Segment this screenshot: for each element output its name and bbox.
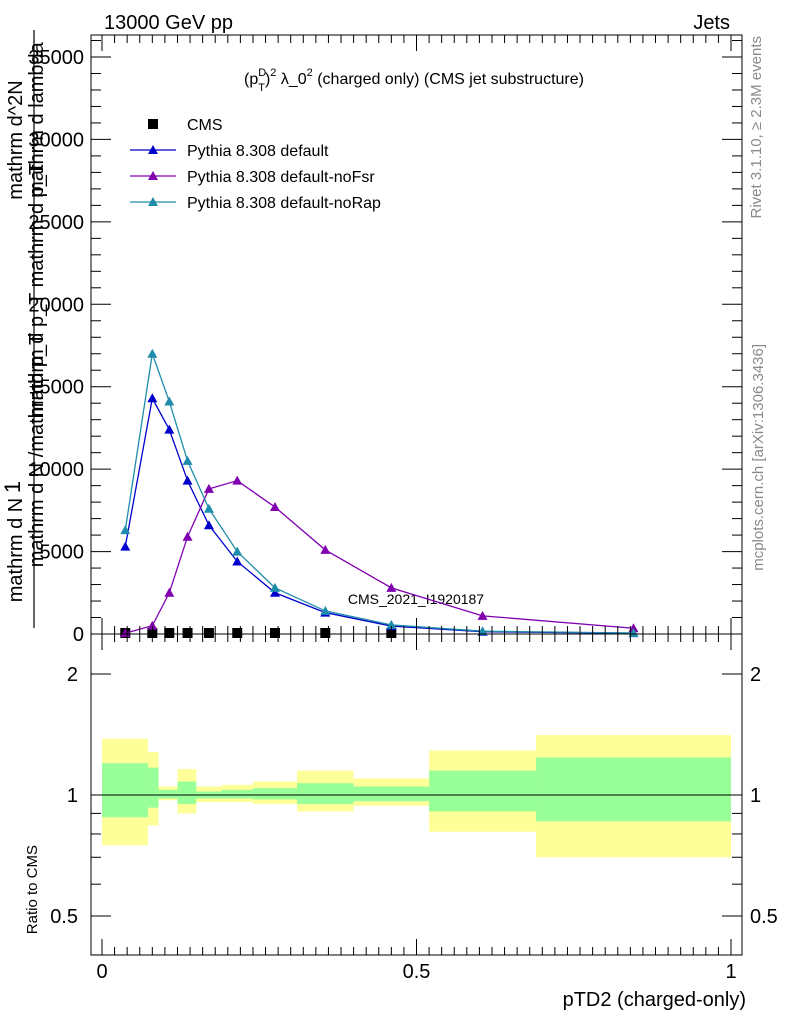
y-axis-label-part: mathrm d^2N [5, 80, 27, 199]
data-point-marker [120, 541, 131, 551]
legend-item: Pythia 8.308 default [130, 143, 329, 160]
ratio-inner-band [353, 786, 430, 802]
data-point-marker [320, 605, 331, 615]
main-y-tick-label: 5000 [40, 542, 85, 564]
data-point-marker [386, 619, 397, 629]
main-y-tick-label: 25000 [28, 212, 84, 234]
main-plot-panel: CMS_2021_I1920187 0 5000 10000 15000 20000 25… [0, 30, 743, 646]
ratio-y-tick-label: 1 [67, 785, 78, 807]
data-point-marker [320, 544, 331, 554]
x-tick-label: 0 [96, 961, 107, 983]
data-point-marker [182, 455, 193, 465]
data-point-marker [232, 546, 243, 556]
data-point-marker [182, 475, 193, 485]
main-y-tick-label: 30000 [28, 129, 84, 151]
series-2 [120, 475, 639, 638]
data-point-marker [147, 620, 158, 630]
data-point-marker [164, 396, 175, 406]
y-axis-label-part: 1 [0, 481, 25, 493]
y-axis-label-part: mathrm d lambda [26, 41, 48, 197]
series-line [125, 479, 634, 634]
data-point-marker [203, 628, 214, 638]
ratio-inner-band [102, 763, 148, 818]
data-point-marker [182, 531, 193, 541]
ratio-inner-band [429, 770, 537, 812]
data-point-marker [269, 582, 280, 592]
ratio-y-tick-label-right: 2 [750, 664, 761, 686]
legend-label: Pythia 8.308 default-noFsr [187, 169, 375, 186]
data-point-marker [628, 628, 639, 638]
ratio-y-tick-label-right: 0.5 [750, 906, 778, 928]
x-tick-label: 1 [725, 961, 736, 983]
data-point-marker [164, 424, 175, 434]
data-point-marker [269, 587, 280, 597]
legend-label: Pythia 8.308 default [187, 143, 329, 160]
rivet-label: Rivet 3.1.10, ≥ 2.3M events [748, 36, 765, 219]
data-point-marker [386, 582, 397, 592]
series-3 [120, 348, 639, 638]
chart-title: (pD T)2 λ_02 (charged only) (CMS jet subs… [244, 67, 584, 94]
ratio-y-tick-label: 2 [67, 664, 78, 686]
x-tick-label: 0.5 [403, 961, 431, 983]
data-point-marker [232, 475, 243, 485]
data-point-marker [232, 628, 243, 638]
header-right: Jets [693, 12, 730, 34]
ratio-inner-band [296, 783, 354, 804]
mcplots-label: mcplots.cern.ch [arXiv:1306.3436] [750, 344, 767, 571]
legend-item: Pythia 8.308 default-noFsr [130, 169, 375, 186]
ratio-inner-band [221, 789, 253, 799]
main-y-tick-label: 20000 [28, 294, 84, 316]
data-point-marker [182, 628, 193, 638]
ratio-inner-band [147, 767, 159, 808]
legend-label: Pythia 8.308 default-noRap [187, 195, 381, 212]
ratio-y-tick-label: 0.5 [50, 906, 78, 928]
legend-marker [148, 171, 158, 180]
ratio-inner-band [536, 757, 731, 822]
data-point-marker [120, 525, 131, 535]
header-left: 13000 GeV pp [104, 12, 233, 34]
ratio-inner-band [177, 781, 197, 804]
data-point-marker [320, 628, 331, 638]
ratio-y-tick-label-right: 1 [750, 785, 761, 807]
data-point-marker [269, 502, 280, 512]
data-point-marker [164, 587, 175, 597]
data-point-marker [203, 503, 214, 513]
legend: CMS Pythia 8.308 default Pythia 8.308 defa… [130, 117, 381, 212]
main-y-tick-label: 35000 [28, 47, 84, 69]
data-point-marker [164, 628, 175, 638]
data-point-marker [203, 520, 214, 530]
y-axis-label-part: mathrm d p_T mathrm d p_T [26, 163, 48, 417]
data-point-marker [147, 348, 158, 358]
data-point-marker [628, 623, 639, 633]
legend-marker [148, 145, 158, 154]
data-point-marker [269, 628, 280, 638]
ratio-plot-panel: 0 0.5 1 0.5 0.5 1 1 2 2 Ratio to CMS pTD2 (charg… [24, 633, 778, 1011]
data-point-marker [477, 626, 488, 636]
legend-item: Pythia 8.308 default-noRap [130, 195, 381, 212]
data-point-marker [120, 628, 131, 638]
legend-marker [148, 119, 158, 129]
ratio-inner-band [158, 789, 178, 799]
series-0 [120, 628, 397, 638]
ratio-y-axis-label: Ratio to CMS [24, 845, 41, 934]
data-point-marker [232, 556, 243, 566]
data-point-marker [477, 610, 488, 620]
ratio-inner-band [252, 788, 297, 800]
x-axis-label: pTD2 (charged-only) [563, 989, 746, 1011]
main-y-tick-label: 10000 [28, 459, 84, 481]
watermark-label: CMS_2021_I1920187 [348, 591, 484, 607]
main-y-tick-label: 15000 [28, 377, 84, 399]
data-point-marker [147, 393, 158, 403]
legend-item: CMS [148, 117, 223, 134]
main-y-tick-label: 0 [73, 624, 84, 646]
legend-marker [148, 197, 158, 206]
legend-label: CMS [187, 117, 223, 134]
y-axis-label-part: mathrm d N [5, 498, 27, 602]
data-point-marker [203, 483, 214, 493]
y-axis-label-part: mathrm d N /mathrmd p_T [26, 333, 48, 568]
